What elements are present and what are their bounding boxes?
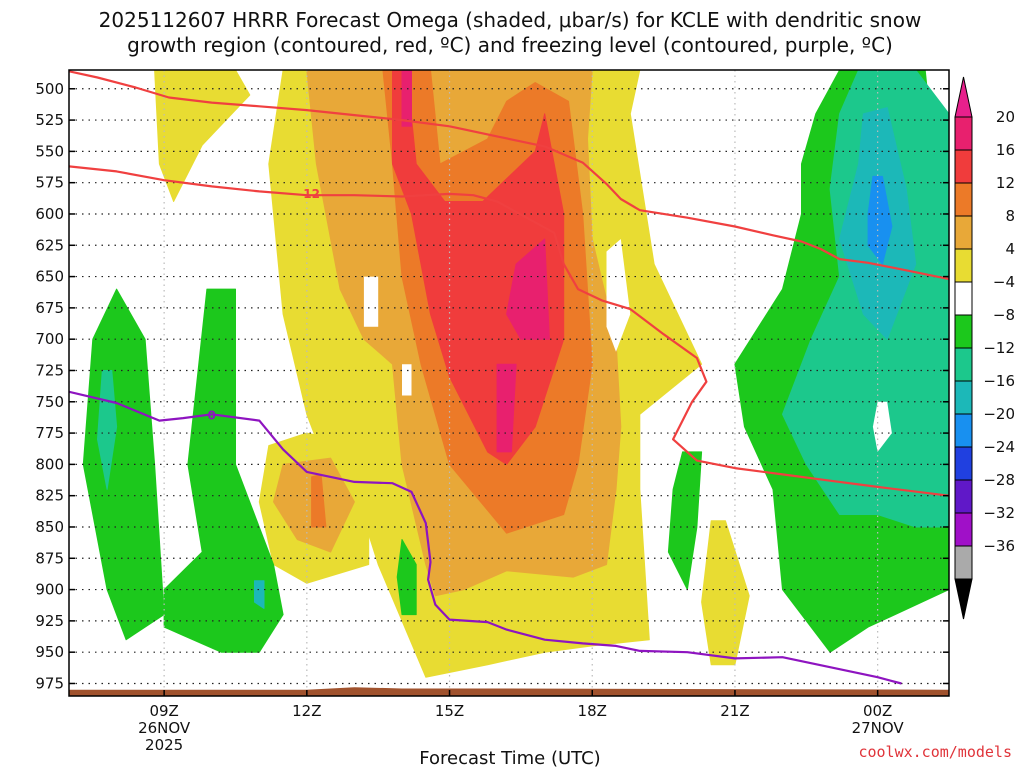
ytick-label-900: 900 bbox=[35, 581, 64, 599]
ytick-label-750: 750 bbox=[35, 393, 64, 411]
colorbar-label-12: −32 bbox=[983, 504, 1015, 522]
xtick-label-00Z: 00Z bbox=[863, 702, 892, 720]
colorbar-bottom-triangle bbox=[954, 578, 973, 620]
colorbar-swatch-5 bbox=[954, 281, 973, 316]
ytick-label-925: 925 bbox=[35, 612, 64, 630]
ytick-label-650: 650 bbox=[35, 268, 64, 286]
colorbar-swatch-13 bbox=[954, 545, 973, 580]
colorbar-swatch-8 bbox=[954, 380, 973, 415]
ground bbox=[69, 687, 949, 696]
colorbar-label-11: −28 bbox=[983, 471, 1015, 489]
colorbar-label-8: −16 bbox=[983, 372, 1015, 390]
colorbar-swatch-7 bbox=[954, 347, 973, 382]
plot-frame bbox=[68, 69, 950, 697]
xtick-date-09Z: 26NOV bbox=[138, 719, 191, 737]
omega-shading bbox=[82, 70, 949, 678]
omega-region-m16-21 bbox=[867, 175, 893, 265]
ytick-label-575: 575 bbox=[35, 174, 64, 192]
ytick-label-725: 725 bbox=[35, 361, 64, 379]
xtick-label-21Z: 21Z bbox=[720, 702, 749, 720]
neutral-hole-0 bbox=[606, 239, 631, 352]
contour-dgz_lower_-12C bbox=[69, 165, 949, 497]
x-axis-label: Forecast Time (UTC) bbox=[419, 748, 600, 768]
xtick-label-15Z: 15Z bbox=[435, 702, 464, 720]
ytick-label-550: 550 bbox=[35, 142, 64, 160]
xtick-year-09Z: 2025 bbox=[145, 736, 183, 754]
xtick-label-09Z: 09Z bbox=[149, 702, 178, 720]
ytick-label-800: 800 bbox=[35, 455, 64, 473]
colorbar-swatch-10 bbox=[954, 446, 973, 481]
omega-region-20-11 bbox=[496, 363, 517, 453]
neutral-hole-1 bbox=[402, 364, 412, 396]
colorbar-label-13: −36 bbox=[983, 537, 1015, 555]
colorbar-swatch-9 bbox=[954, 413, 973, 448]
xtick-label-12Z: 12Z bbox=[292, 702, 321, 720]
colorbar-label-2: 12 bbox=[996, 174, 1015, 192]
xtick-label-18Z: 18Z bbox=[578, 702, 607, 720]
colorbar-swatch-2 bbox=[954, 182, 973, 217]
contour-lines: 12 0 bbox=[69, 70, 949, 685]
colorbar-label-9: −20 bbox=[983, 405, 1015, 423]
title-line-2: growth region (contoured, red, ºC) and f… bbox=[127, 33, 893, 57]
colorbar-label-5: −4 bbox=[993, 273, 1015, 291]
colorbar-label-7: −12 bbox=[983, 339, 1015, 357]
colorbar-label-1: 16 bbox=[996, 141, 1015, 159]
neutral-hole-3 bbox=[363, 276, 379, 327]
contour-freezing_0C bbox=[69, 390, 902, 685]
colorbar-swatch-0 bbox=[954, 116, 973, 151]
omega-region-20-10 bbox=[401, 70, 412, 127]
colorbar: 20 16 12 8 4 −4 −8 −12 −16 −20 −24 −28 −32 −36 bbox=[954, 76, 1015, 620]
ytick-label-500: 500 bbox=[35, 80, 64, 98]
colorbar-swatch-3 bbox=[954, 215, 973, 250]
ground-fill bbox=[69, 687, 949, 696]
ytick-label-825: 825 bbox=[35, 487, 64, 505]
ytick-label-950: 950 bbox=[35, 643, 64, 661]
title-line-1: 2025112607 HRRR Forecast Omega (shaded, … bbox=[99, 8, 922, 32]
contour-label-0: 0 bbox=[208, 409, 216, 423]
colorbar-label-10: −24 bbox=[983, 438, 1015, 456]
y-axis-ticks: 500 525 550 575 600 625 650 675 700 725 750 775 800 8… bbox=[35, 80, 949, 692]
ytick-label-625: 625 bbox=[35, 236, 64, 254]
ytick-label-700: 700 bbox=[35, 330, 64, 348]
contour-dgz_upper_-12C bbox=[69, 70, 949, 281]
colorbar-swatch-4 bbox=[954, 248, 973, 283]
colorbar-label-0: 20 bbox=[996, 108, 1015, 126]
colorbar-swatch-6 bbox=[954, 314, 973, 349]
colorbar-label-4: 4 bbox=[1005, 240, 1015, 258]
ytick-label-600: 600 bbox=[35, 205, 64, 223]
omega-region-m4-13 bbox=[163, 288, 284, 653]
omega-region-20-9 bbox=[506, 238, 550, 340]
contour-label-12: 12 bbox=[303, 187, 320, 201]
xtick-date-00Z: 27NOV bbox=[852, 719, 905, 737]
colorbar-top-triangle bbox=[954, 76, 973, 118]
ytick-label-675: 675 bbox=[35, 299, 64, 317]
colorbar-label-3: 8 bbox=[1005, 207, 1015, 225]
ytick-label-525: 525 bbox=[35, 111, 64, 129]
ytick-label-975: 975 bbox=[35, 674, 64, 692]
omega-region-m12-20 bbox=[254, 580, 265, 609]
colorbar-label-6: −8 bbox=[993, 306, 1015, 324]
ytick-label-850: 850 bbox=[35, 518, 64, 536]
credit-text: coolwx.com/models bbox=[858, 743, 1012, 761]
colorbar-swatch-1 bbox=[954, 149, 973, 184]
ytick-label-775: 775 bbox=[35, 424, 64, 442]
colorbar-swatch-12 bbox=[954, 512, 973, 547]
chart-title: 2025112607 HRRR Forecast Omega (shaded, … bbox=[99, 8, 922, 57]
colorbar-swatch-11 bbox=[954, 479, 973, 514]
ytick-label-875: 875 bbox=[35, 549, 64, 567]
plot-area: 12 0 bbox=[69, 70, 949, 696]
